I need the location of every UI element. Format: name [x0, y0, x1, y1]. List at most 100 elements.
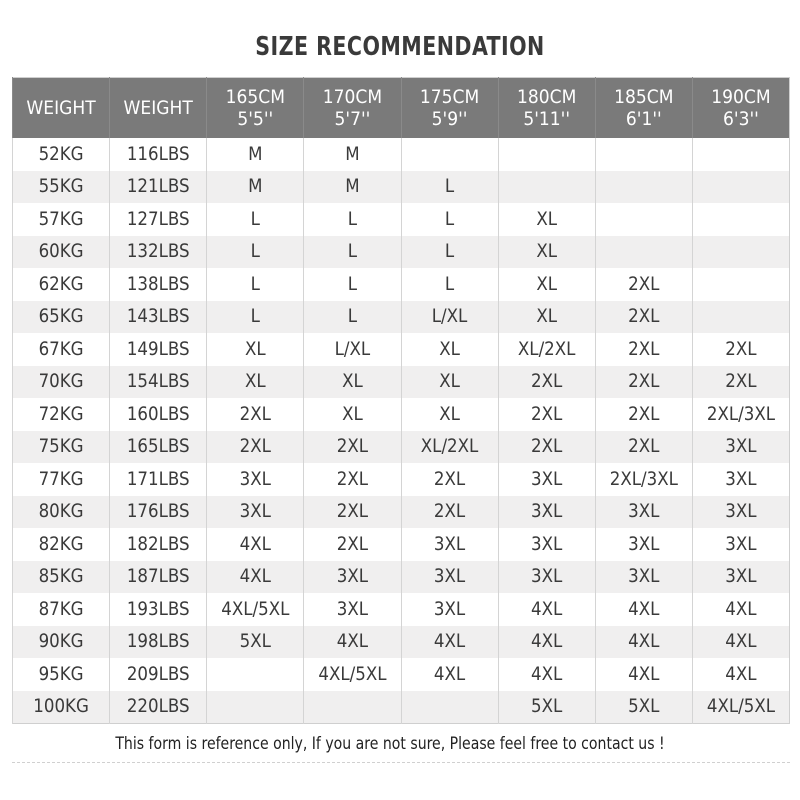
table-row: 90KG 198LBS 5XL 4XL 4XL 4XL 4XL 4XL: [11, 625, 790, 658]
table-cell: 3XL: [497, 463, 596, 496]
table-cell: XL: [400, 398, 499, 431]
table-cell: M: [206, 170, 304, 203]
table-cell: [206, 658, 304, 691]
table-cell: 60KG: [11, 235, 110, 268]
table-cell: 70KG: [11, 365, 110, 398]
table-cell: 3XL: [691, 495, 790, 528]
table-cell: 220LBS: [109, 690, 207, 724]
table-cell: 80KG: [11, 495, 110, 528]
size-table: WEIGHT WEIGHT 165CM 5'5'' 170CM 5'7'' 175CM 5'9…: [11, 77, 790, 724]
table-cell: 3XL: [497, 528, 596, 561]
table-cell: L: [303, 300, 401, 333]
table-cell: [497, 170, 596, 203]
header-line1: 175CM: [419, 86, 480, 108]
table-cell: 4XL: [400, 658, 499, 691]
table-row: 67KG 149LBS XL L/XL XL XL/2XL 2XL 2XL: [11, 333, 790, 366]
table-cell: 193LBS: [109, 593, 207, 626]
table-row: 65KG 143LBS L L L/XL XL 2XL: [11, 300, 790, 333]
table-row: 77KG 171LBS 3XL 2XL 2XL 3XL 2XL/3XL 3XL: [11, 463, 790, 496]
table-cell: 4XL: [594, 625, 693, 658]
table-cell: XL/2XL: [400, 430, 499, 463]
table-cell: 2XL: [594, 300, 693, 333]
table-row: 87KG 193LBS 4XL/5XL 3XL 3XL 4XL 4XL 4XL: [11, 593, 790, 626]
table-cell: 3XL: [691, 463, 790, 496]
column-header: WEIGHT: [109, 77, 207, 138]
table-cell: [691, 300, 790, 333]
table-cell: XL: [303, 365, 401, 398]
table-cell: 2XL: [303, 495, 401, 528]
table-cell: 182LBS: [109, 528, 207, 561]
table-row: 80KG 176LBS 3XL 2XL 2XL 3XL 3XL 3XL: [11, 495, 790, 528]
table-cell: 3XL: [303, 560, 401, 593]
table-cell: M: [303, 170, 401, 203]
table-cell: 2XL: [497, 365, 596, 398]
table-cell: 4XL: [206, 560, 304, 593]
table-cell: [497, 138, 596, 171]
table-cell: 149LBS: [109, 333, 207, 366]
table-cell: L: [206, 268, 304, 301]
table-cell: 87KG: [11, 593, 110, 626]
table-cell: XL/2XL: [497, 333, 596, 366]
table-cell: L: [400, 203, 499, 236]
column-header: 185CM 6'1'': [594, 77, 693, 138]
column-header: 180CM 5'11'': [497, 77, 596, 138]
table-cell: 3XL: [594, 560, 693, 593]
header-line1: 190CM: [711, 86, 771, 108]
table-cell: L/XL: [400, 300, 499, 333]
header-line1: WEIGHT: [123, 97, 193, 119]
table-cell: 3XL: [691, 430, 790, 463]
table-header-row: WEIGHT WEIGHT 165CM 5'5'' 170CM 5'7'' 175CM 5'9…: [11, 77, 790, 138]
table-cell: 4XL: [497, 625, 596, 658]
table-cell: 4XL: [497, 658, 596, 691]
table-cell: 52KG: [11, 138, 110, 171]
table-cell: 72KG: [11, 398, 110, 431]
table-cell: L: [400, 235, 499, 268]
column-header: 175CM 5'9'': [400, 77, 499, 138]
table-cell: [594, 170, 693, 203]
table-cell: 75KG: [11, 430, 110, 463]
table-row: 100KG 220LBS 5XL 5XL 4XL/5XL: [11, 690, 790, 724]
table-cell: L: [303, 203, 401, 236]
table-row: 55KG 121LBS M M L: [11, 170, 790, 203]
table-cell: 160LBS: [109, 398, 207, 431]
table-cell: L: [303, 235, 401, 268]
table-cell: 62KG: [11, 268, 110, 301]
table-cell: 90KG: [11, 625, 110, 658]
table-cell: XL: [400, 333, 499, 366]
table-cell: 3XL: [206, 495, 304, 528]
column-header: 170CM 5'7'': [303, 77, 401, 138]
table-cell: 2XL: [303, 430, 401, 463]
table-cell: 3XL: [400, 528, 499, 561]
table-cell: 4XL: [594, 658, 693, 691]
table-cell: XL: [497, 268, 596, 301]
table-cell: [594, 138, 693, 171]
table-row: 82KG 182LBS 4XL 2XL 3XL 3XL 3XL 3XL: [11, 528, 790, 561]
table-cell: 5XL: [594, 690, 693, 724]
table-cell: 2XL: [206, 430, 304, 463]
table-cell: 187LBS: [109, 560, 207, 593]
table-cell: [594, 235, 693, 268]
table-cell: 4XL: [691, 625, 790, 658]
table-cell: 2XL: [400, 463, 499, 496]
table-cell: 2XL: [594, 430, 693, 463]
table-cell: 176LBS: [109, 495, 207, 528]
table-row: 85KG 187LBS 4XL 3XL 3XL 3XL 3XL 3XL: [11, 560, 790, 593]
table-cell: XL: [400, 365, 499, 398]
table-cell: 85KG: [11, 560, 110, 593]
table-body: 52KG 116LBS M M 55KG 121LBS M M L 57KG 127LBS L L L XL…: [11, 138, 790, 724]
table-cell: 2XL: [303, 463, 401, 496]
table-cell: 4XL: [691, 658, 790, 691]
table-cell: [303, 690, 401, 724]
table-cell: L/XL: [303, 333, 401, 366]
table-cell: 67KG: [11, 333, 110, 366]
header-line1: 180CM: [517, 86, 577, 108]
table-cell: L: [206, 300, 304, 333]
table-cell: 2XL: [497, 430, 596, 463]
table-cell: XL: [206, 333, 304, 366]
table-cell: 2XL: [594, 365, 693, 398]
table-cell: M: [303, 138, 401, 171]
table-cell: 3XL: [594, 528, 693, 561]
table-cell: [400, 690, 499, 724]
header-line2: 6'3'': [723, 108, 759, 130]
header-line2: 5'11'': [523, 108, 571, 130]
